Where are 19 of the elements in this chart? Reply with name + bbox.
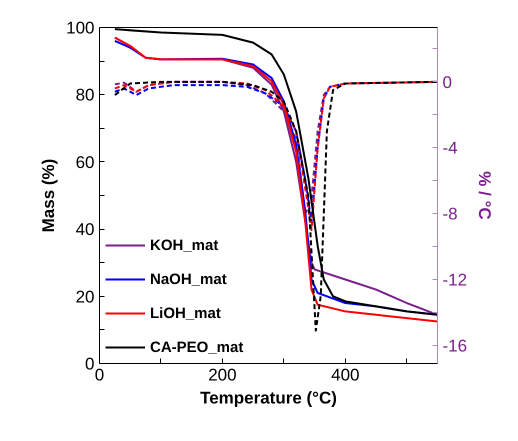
- y2-tick-label: 0: [442, 72, 452, 92]
- y2-tick-label: -4: [442, 138, 458, 158]
- y2-tick-label: -12: [442, 270, 468, 290]
- y-tick-label: 80: [76, 86, 95, 105]
- y-tick-label: 40: [76, 220, 95, 240]
- y-tick-label: 60: [76, 152, 95, 172]
- legend-label: NaOH_mat: [150, 270, 227, 288]
- x-tick-label: 200: [208, 366, 237, 384]
- legend-label: CA-PEO_mat: [150, 338, 244, 356]
- x-tick-label: 400: [331, 366, 360, 384]
- y-tick-label: 20: [76, 287, 95, 306]
- y-tick-label: 100: [66, 18, 95, 38]
- y2-tick-label: -8: [442, 204, 458, 224]
- x-axis-title: Temperature (°C): [200, 388, 337, 408]
- legend-label: KOH_mat: [150, 236, 218, 254]
- y2-tick-label: -16: [442, 336, 468, 356]
- y-axis-title: Mass (%): [39, 158, 58, 232]
- y2-axis-title: % / °C: [475, 171, 494, 220]
- legend-label: LiOH_mat: [150, 304, 221, 322]
